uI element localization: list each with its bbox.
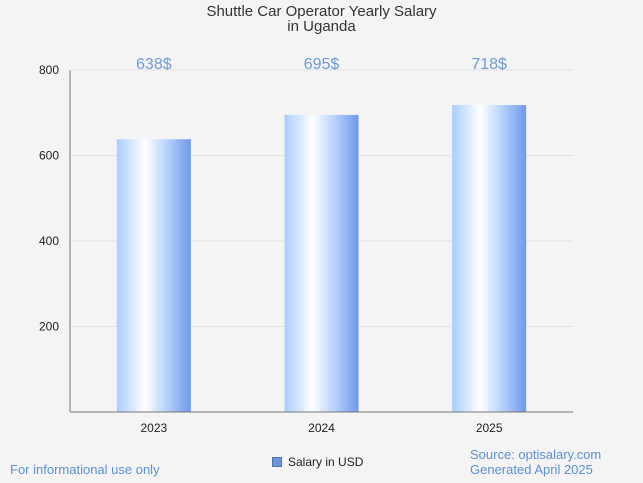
generated-text: Generated April 2025 [470, 462, 593, 477]
chart-subtitle: in Uganda [287, 18, 356, 35]
legend-label: Salary in USD [288, 455, 364, 469]
y-tick-label: 400 [39, 234, 59, 248]
legend-swatch [272, 457, 282, 467]
chart-title: Shuttle Car Operator Yearly Salary [206, 3, 437, 20]
data-label: 718$ [471, 56, 507, 73]
y-tick-label: 800 [39, 63, 59, 77]
data-label: 695$ [304, 56, 340, 73]
y-tick-label: 200 [39, 320, 59, 334]
data-label: 638$ [136, 56, 172, 73]
source-text: Source: optisalary.com [470, 447, 602, 462]
x-tick-label: 2025 [476, 421, 503, 435]
bar [452, 105, 527, 413]
bar [284, 114, 359, 412]
x-tick-label: 2024 [308, 421, 335, 435]
bar [116, 139, 191, 412]
x-tick-label: 2023 [140, 421, 167, 435]
disclaimer-text: For informational use only [10, 462, 160, 477]
y-tick-label: 600 [39, 149, 59, 163]
legend: Salary in USD [272, 455, 363, 469]
